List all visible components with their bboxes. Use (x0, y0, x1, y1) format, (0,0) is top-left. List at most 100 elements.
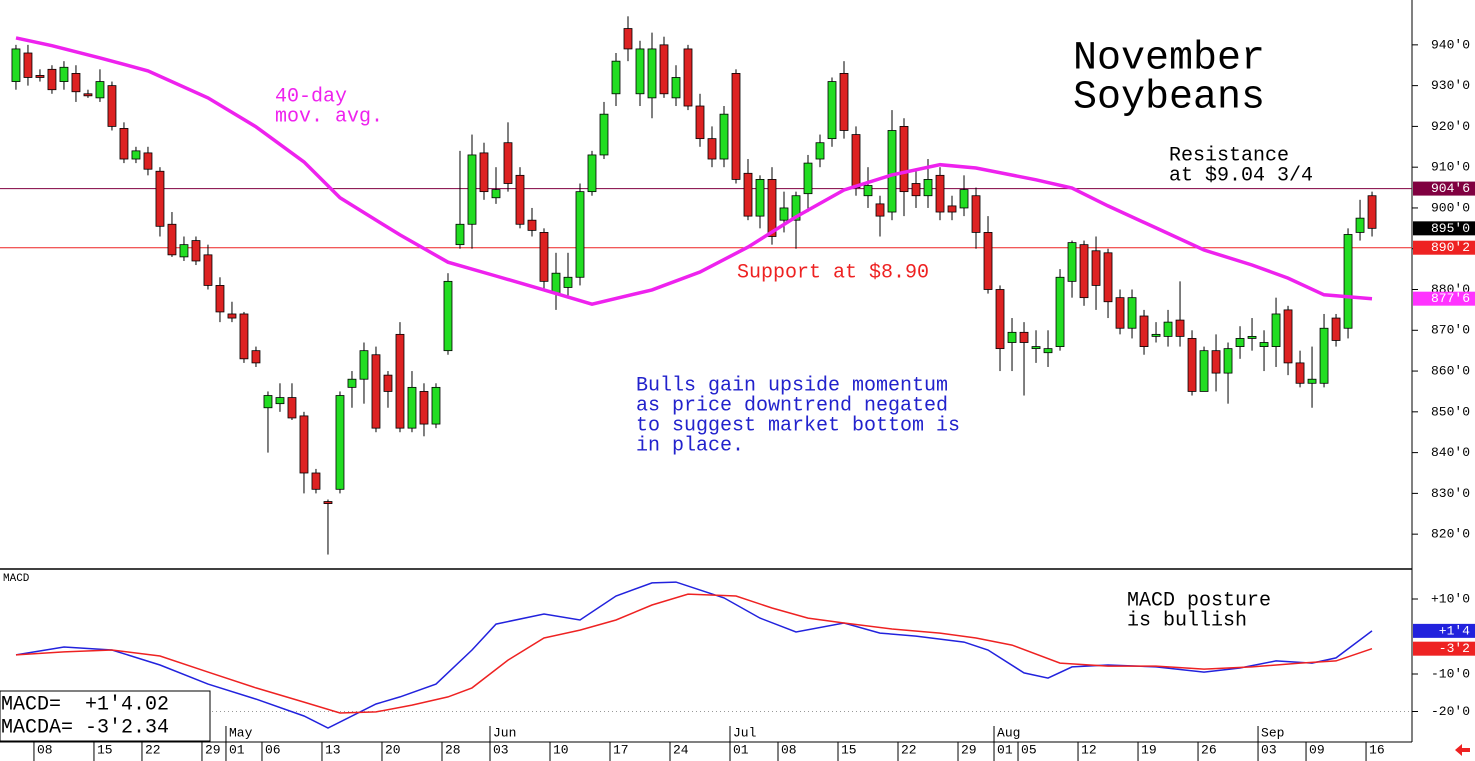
candle-body (119, 128, 129, 160)
candle-body (47, 68, 57, 91)
candle-body (779, 207, 789, 221)
candle-body (1355, 217, 1365, 233)
candle-body (623, 28, 633, 50)
x-tick-label: 15 (97, 742, 113, 757)
candle-body (1211, 350, 1221, 374)
candle-body (587, 154, 597, 193)
candle-body (1103, 252, 1113, 303)
candle-body (575, 191, 585, 278)
annotation: is bullish (1127, 609, 1247, 632)
candle-body (1307, 378, 1317, 384)
y-tick-label: 900'0 (1431, 200, 1470, 215)
candle-body (1247, 335, 1257, 339)
candle-body (731, 72, 741, 180)
candle-body (155, 170, 165, 227)
candle-body (1295, 362, 1305, 384)
candle-body (827, 81, 837, 140)
y-tick-label: 920'0 (1431, 119, 1470, 134)
y-tick-label: -20'0 (1431, 704, 1470, 719)
annotation: MACD posture (1127, 589, 1271, 612)
candle-body (1367, 195, 1377, 229)
x-tick-label: 15 (841, 742, 857, 757)
price-marker-label: 877'6 (1431, 291, 1470, 306)
candle-body (923, 179, 933, 197)
candle-body (791, 195, 801, 221)
candle-body (251, 350, 261, 364)
candle-body (11, 48, 21, 82)
x-tick-label: 08 (781, 742, 797, 757)
candle-body (239, 313, 249, 360)
y-tick-label: +10'0 (1431, 591, 1470, 606)
price-marker-label: 895'0 (1431, 221, 1470, 236)
candle-body (647, 48, 657, 99)
candle-body (323, 501, 333, 504)
y-tick-label: 870'0 (1431, 323, 1470, 338)
candle-body (1091, 250, 1101, 286)
annotation: as price downtrend negated (636, 394, 948, 417)
readout: MACD= +1'4.02 (1, 693, 169, 716)
candle-body (875, 203, 885, 217)
x-tick-label: 22 (145, 742, 161, 757)
candle-body (899, 126, 909, 193)
y-tick-label: -10'0 (1431, 666, 1470, 681)
candle-body (227, 313, 237, 319)
candle-body (635, 48, 645, 95)
month-label: May (229, 725, 253, 740)
candle-body (59, 66, 69, 82)
candle-body (503, 142, 513, 184)
candle-body (947, 205, 957, 213)
candle-body (95, 81, 105, 99)
candle-body (263, 395, 273, 409)
x-tick-label: 05 (1021, 742, 1037, 757)
candle-body (911, 183, 921, 197)
panel-title: MACD (3, 573, 30, 585)
candle-body (527, 219, 537, 231)
candle-body (743, 172, 753, 217)
annotation: in place. (636, 434, 744, 457)
candle-body (383, 374, 393, 392)
candle-body (959, 189, 969, 209)
candle-body (83, 93, 93, 97)
x-tick-label: 03 (493, 742, 509, 757)
y-tick-label: 850'0 (1431, 404, 1470, 419)
macd-marker-label: +1'4 (1439, 623, 1470, 638)
candle-body (983, 232, 993, 290)
scroll-arrow[interactable] (1455, 744, 1470, 756)
candle-body (191, 240, 201, 262)
x-tick-label: 12 (1081, 742, 1097, 757)
candle-body (1079, 244, 1089, 299)
candle-body (1007, 331, 1017, 343)
y-tick-label: 840'0 (1431, 445, 1470, 460)
candle-body (287, 397, 297, 419)
candle-body (551, 272, 561, 294)
candle-body (71, 72, 81, 93)
macd-marker-label: -3'2 (1439, 641, 1470, 656)
candle-body (203, 254, 213, 286)
macd-marker (1413, 623, 1475, 638)
candle-body (755, 179, 765, 217)
y-tick-label: 930'0 (1431, 78, 1470, 93)
candle-body (23, 52, 33, 78)
candle-body (299, 415, 309, 474)
candle-body (803, 162, 813, 195)
annotation: at $9.04 3/4 (1169, 164, 1313, 187)
price-marker (1413, 181, 1475, 196)
macd-marker (1413, 641, 1475, 656)
x-tick-label: 01 (997, 742, 1013, 757)
candle-body (1151, 333, 1161, 337)
candle-body (1019, 331, 1029, 343)
x-tick-label: 20 (385, 742, 401, 757)
candle-body (335, 395, 345, 490)
month-label: Jul (733, 725, 757, 740)
month-label: Aug (997, 725, 1020, 740)
annotation: mov. avg. (275, 105, 383, 128)
candle-body (1163, 321, 1173, 337)
candle-body (359, 350, 369, 380)
candle-body (371, 354, 381, 429)
candle-body (347, 378, 357, 388)
candle-body (395, 333, 405, 429)
x-tick-label: 29 (961, 742, 977, 757)
x-tick-label: 24 (673, 742, 689, 757)
candle-body (683, 48, 693, 107)
x-tick-label: 16 (1369, 742, 1385, 757)
